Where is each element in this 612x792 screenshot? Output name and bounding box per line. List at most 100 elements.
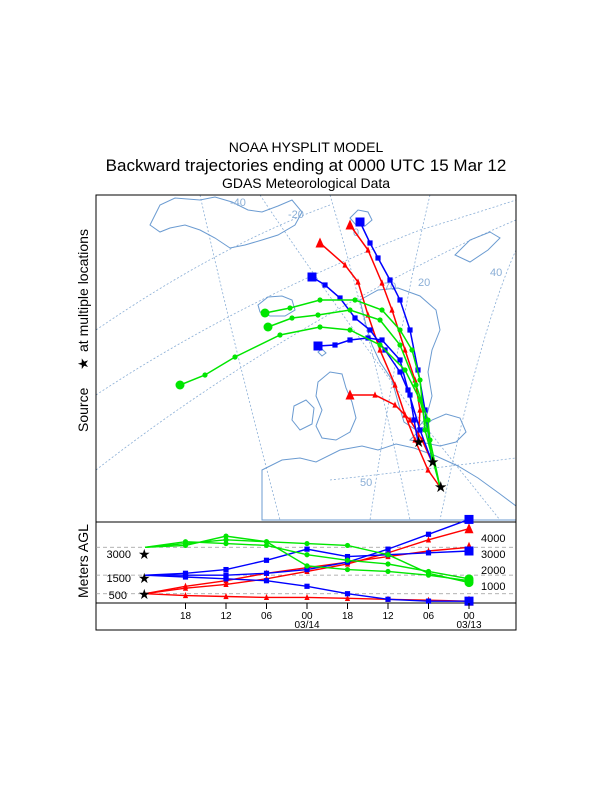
red-triangle-marker <box>389 306 395 313</box>
red-triangle-marker <box>365 246 371 253</box>
graticule-label: 70 <box>384 281 396 293</box>
side-label-source: Source <box>75 387 91 432</box>
blue-square-marker <box>417 427 423 433</box>
red-triangle-marker <box>379 279 385 286</box>
blue-square-marker <box>385 596 391 602</box>
right-tick-label: 1000 <box>481 581 505 593</box>
green-circle-marker <box>347 327 353 333</box>
date-tick-label: 03/13 <box>456 620 481 631</box>
blue-square-marker <box>425 550 432 556</box>
graticule-line <box>95 199 517 396</box>
green-circle-marker <box>202 372 208 378</box>
blue-square-marker <box>411 417 417 423</box>
blue-square-marker <box>385 546 391 552</box>
blue-square-marker <box>405 387 411 393</box>
blue-square-marker <box>313 341 323 351</box>
green-circle-marker <box>397 327 403 333</box>
blue-square-marker <box>307 272 317 282</box>
right-tick-label: 2000 <box>481 565 505 577</box>
source-star-icon: ★ <box>426 454 439 471</box>
red-triangle-marker <box>377 346 383 353</box>
level-label: 3000 <box>107 549 131 561</box>
graticule-label: -20 <box>288 209 304 221</box>
green-circle-marker <box>425 568 432 575</box>
ireland-coast <box>291 399 315 431</box>
blue-square-marker <box>344 553 351 560</box>
red-triangle-marker <box>263 593 270 601</box>
green-circle-marker <box>287 305 293 311</box>
star-icon: ★ <box>138 570 151 586</box>
time-tick-label: 06 <box>423 611 435 622</box>
red-triangle-marker <box>419 436 425 443</box>
map-trajectory-line <box>179 326 441 488</box>
y-axis-title: Meters AGL <box>75 524 91 598</box>
source-star-icon: ★ <box>412 434 425 451</box>
map-panel: -40 -20 0 20 40 50 70 ★★★ <box>95 194 517 523</box>
red-triangle-marker <box>402 346 408 353</box>
green-circle-marker <box>175 380 185 390</box>
green-circle-marker <box>277 332 283 338</box>
right-tick-label: 4000 <box>481 533 505 545</box>
graticule-line <box>259 194 501 521</box>
graticule-labels: -40 -20 0 20 40 50 70 <box>230 197 502 489</box>
blue-square-marker <box>367 327 373 333</box>
map-trajectory-line <box>349 224 421 443</box>
green-circle-marker <box>304 552 310 558</box>
level-label: 500 <box>109 590 127 602</box>
height-profile-panel: Meters AGL 3000 1500 500 ★ ★ ★ 4000 3000… <box>75 514 517 631</box>
green-circle-marker <box>263 539 270 545</box>
red-triangle-marker <box>355 278 361 285</box>
red-triangle-marker <box>392 401 398 408</box>
green-circle-marker <box>344 566 351 573</box>
blue-square-marker <box>352 315 358 321</box>
green-circle-marker <box>377 317 383 323</box>
blue-square-marker <box>464 514 474 524</box>
red-triangle-marker <box>315 237 325 248</box>
blue-square-marker <box>263 557 270 563</box>
graticule-label: 20 <box>418 277 430 289</box>
blue-square-marker <box>355 217 365 227</box>
green-circle-marker <box>344 542 351 549</box>
green-circle-marker <box>417 397 423 403</box>
green-circle-marker <box>304 540 310 547</box>
blue-square-marker <box>223 566 229 573</box>
europe-coast <box>261 443 517 521</box>
trajectory-title: Backward trajectories ending at 0000 UTC… <box>105 156 507 175</box>
green-circle-marker <box>344 557 351 563</box>
green-circle-marker <box>223 540 229 547</box>
blue-square-marker <box>223 576 229 582</box>
green-circle-marker <box>417 377 423 383</box>
green-circle-marker <box>289 315 295 321</box>
red-triangle-marker <box>345 219 355 230</box>
green-circle-marker <box>317 297 323 303</box>
green-circle-marker <box>385 568 391 575</box>
time-tick-label: 00 <box>463 611 475 622</box>
blue-square-marker <box>367 240 373 246</box>
red-triangle-marker <box>412 436 418 443</box>
green-circle-marker <box>402 367 408 373</box>
side-label: Source ★ at multiple locations <box>75 229 91 432</box>
right-ticks: 4000 3000 2000 1000 <box>481 533 505 593</box>
time-tick-label: 18 <box>342 611 354 622</box>
blue-square-marker <box>322 282 328 288</box>
blue-square-marker <box>304 546 310 552</box>
green-circle-marker <box>223 537 229 543</box>
green-circle-marker <box>317 324 323 330</box>
green-circle-marker <box>263 542 270 549</box>
blue-square-marker <box>347 337 353 343</box>
green-circle-marker <box>425 417 431 423</box>
blue-square-marker <box>223 572 229 578</box>
graticule-line <box>439 249 517 521</box>
green-circle-marker <box>385 561 391 567</box>
graticule-line <box>95 204 331 331</box>
green-circle-marker <box>427 437 433 443</box>
red-triangle-marker <box>182 582 189 589</box>
left-levels: 3000 1500 500 <box>107 549 131 602</box>
red-triangle-marker <box>344 594 351 601</box>
red-triangle-marker <box>345 389 355 400</box>
green-circle-marker <box>379 307 385 313</box>
graticule-label: 50 <box>360 477 372 489</box>
graticule-line <box>95 219 517 471</box>
blue-square-marker <box>263 578 270 584</box>
